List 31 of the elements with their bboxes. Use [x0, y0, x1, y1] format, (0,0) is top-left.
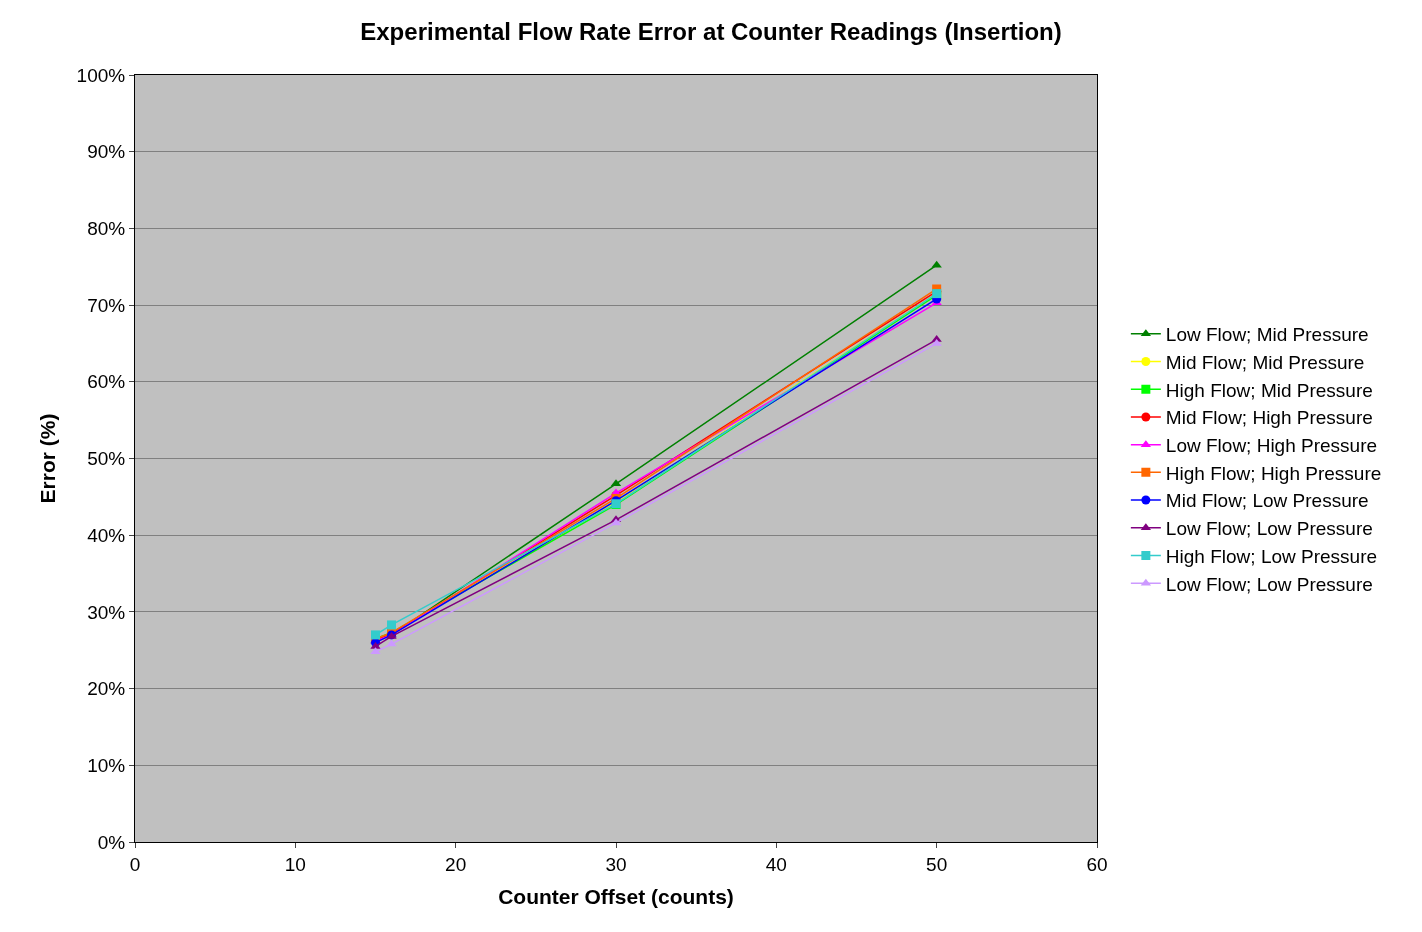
y-tick-label: 30% [87, 601, 126, 623]
y-tick-label: 90% [87, 141, 126, 163]
chart-title: Experimental Flow Rate Error at Counter Readings (Insertion) [360, 18, 1062, 46]
legend-label: Low Flow; Mid Pressure [1165, 324, 1369, 346]
legend-label: High Flow; High Pressure [1165, 462, 1382, 484]
y-tick-label: 70% [87, 294, 126, 316]
x-axis-title: Counter Offset (counts) [498, 885, 734, 908]
x-tick-label: 0 [129, 853, 141, 875]
legend-label: Mid Flow; Low Pressure [1165, 490, 1369, 512]
y-tick-label: 60% [87, 371, 126, 393]
y-tick-label: 0% [97, 831, 126, 853]
y-tick-label: 50% [87, 448, 126, 470]
legend-label: High Flow; Mid Pressure [1165, 379, 1373, 401]
y-tick-label: 40% [87, 524, 126, 546]
legend-label: Low Flow; Low Pressure [1165, 573, 1373, 595]
x-tick-label: 30 [605, 853, 627, 875]
legend-label: Mid Flow; High Pressure [1165, 407, 1373, 429]
legend-label: Mid Flow; Mid Pressure [1165, 351, 1365, 373]
y-tick-label: 10% [87, 754, 126, 776]
x-tick-label: 40 [765, 853, 787, 875]
legend-label: Low Flow; High Pressure [1165, 435, 1378, 457]
y-tick-label: 20% [87, 678, 126, 700]
x-tick-label: 20 [445, 853, 467, 875]
legend-label: High Flow; Low Pressure [1165, 545, 1378, 567]
y-axis-title: Error (%) [35, 413, 59, 504]
y-tick-label: 80% [87, 218, 126, 240]
legend-label: Low Flow; Low Pressure [1165, 518, 1373, 540]
x-tick-label: 10 [284, 853, 306, 875]
x-tick-label: 50 [926, 853, 948, 875]
x-tick-label: 60 [1086, 853, 1108, 875]
y-tick-label: 100% [76, 64, 126, 86]
